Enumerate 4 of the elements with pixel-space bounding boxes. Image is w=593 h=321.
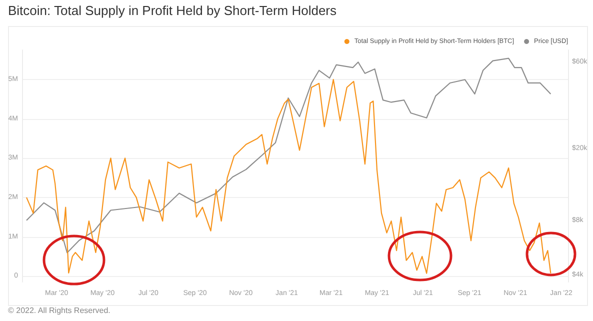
- line-series: [26, 78, 552, 274]
- chart-title: Bitcoin: Total Supply in Profit Held by Short-Term Holders: [8, 3, 337, 18]
- line-series: [26, 58, 552, 254]
- text: © 2022. All Rights Reserved.: [8, 306, 110, 315]
